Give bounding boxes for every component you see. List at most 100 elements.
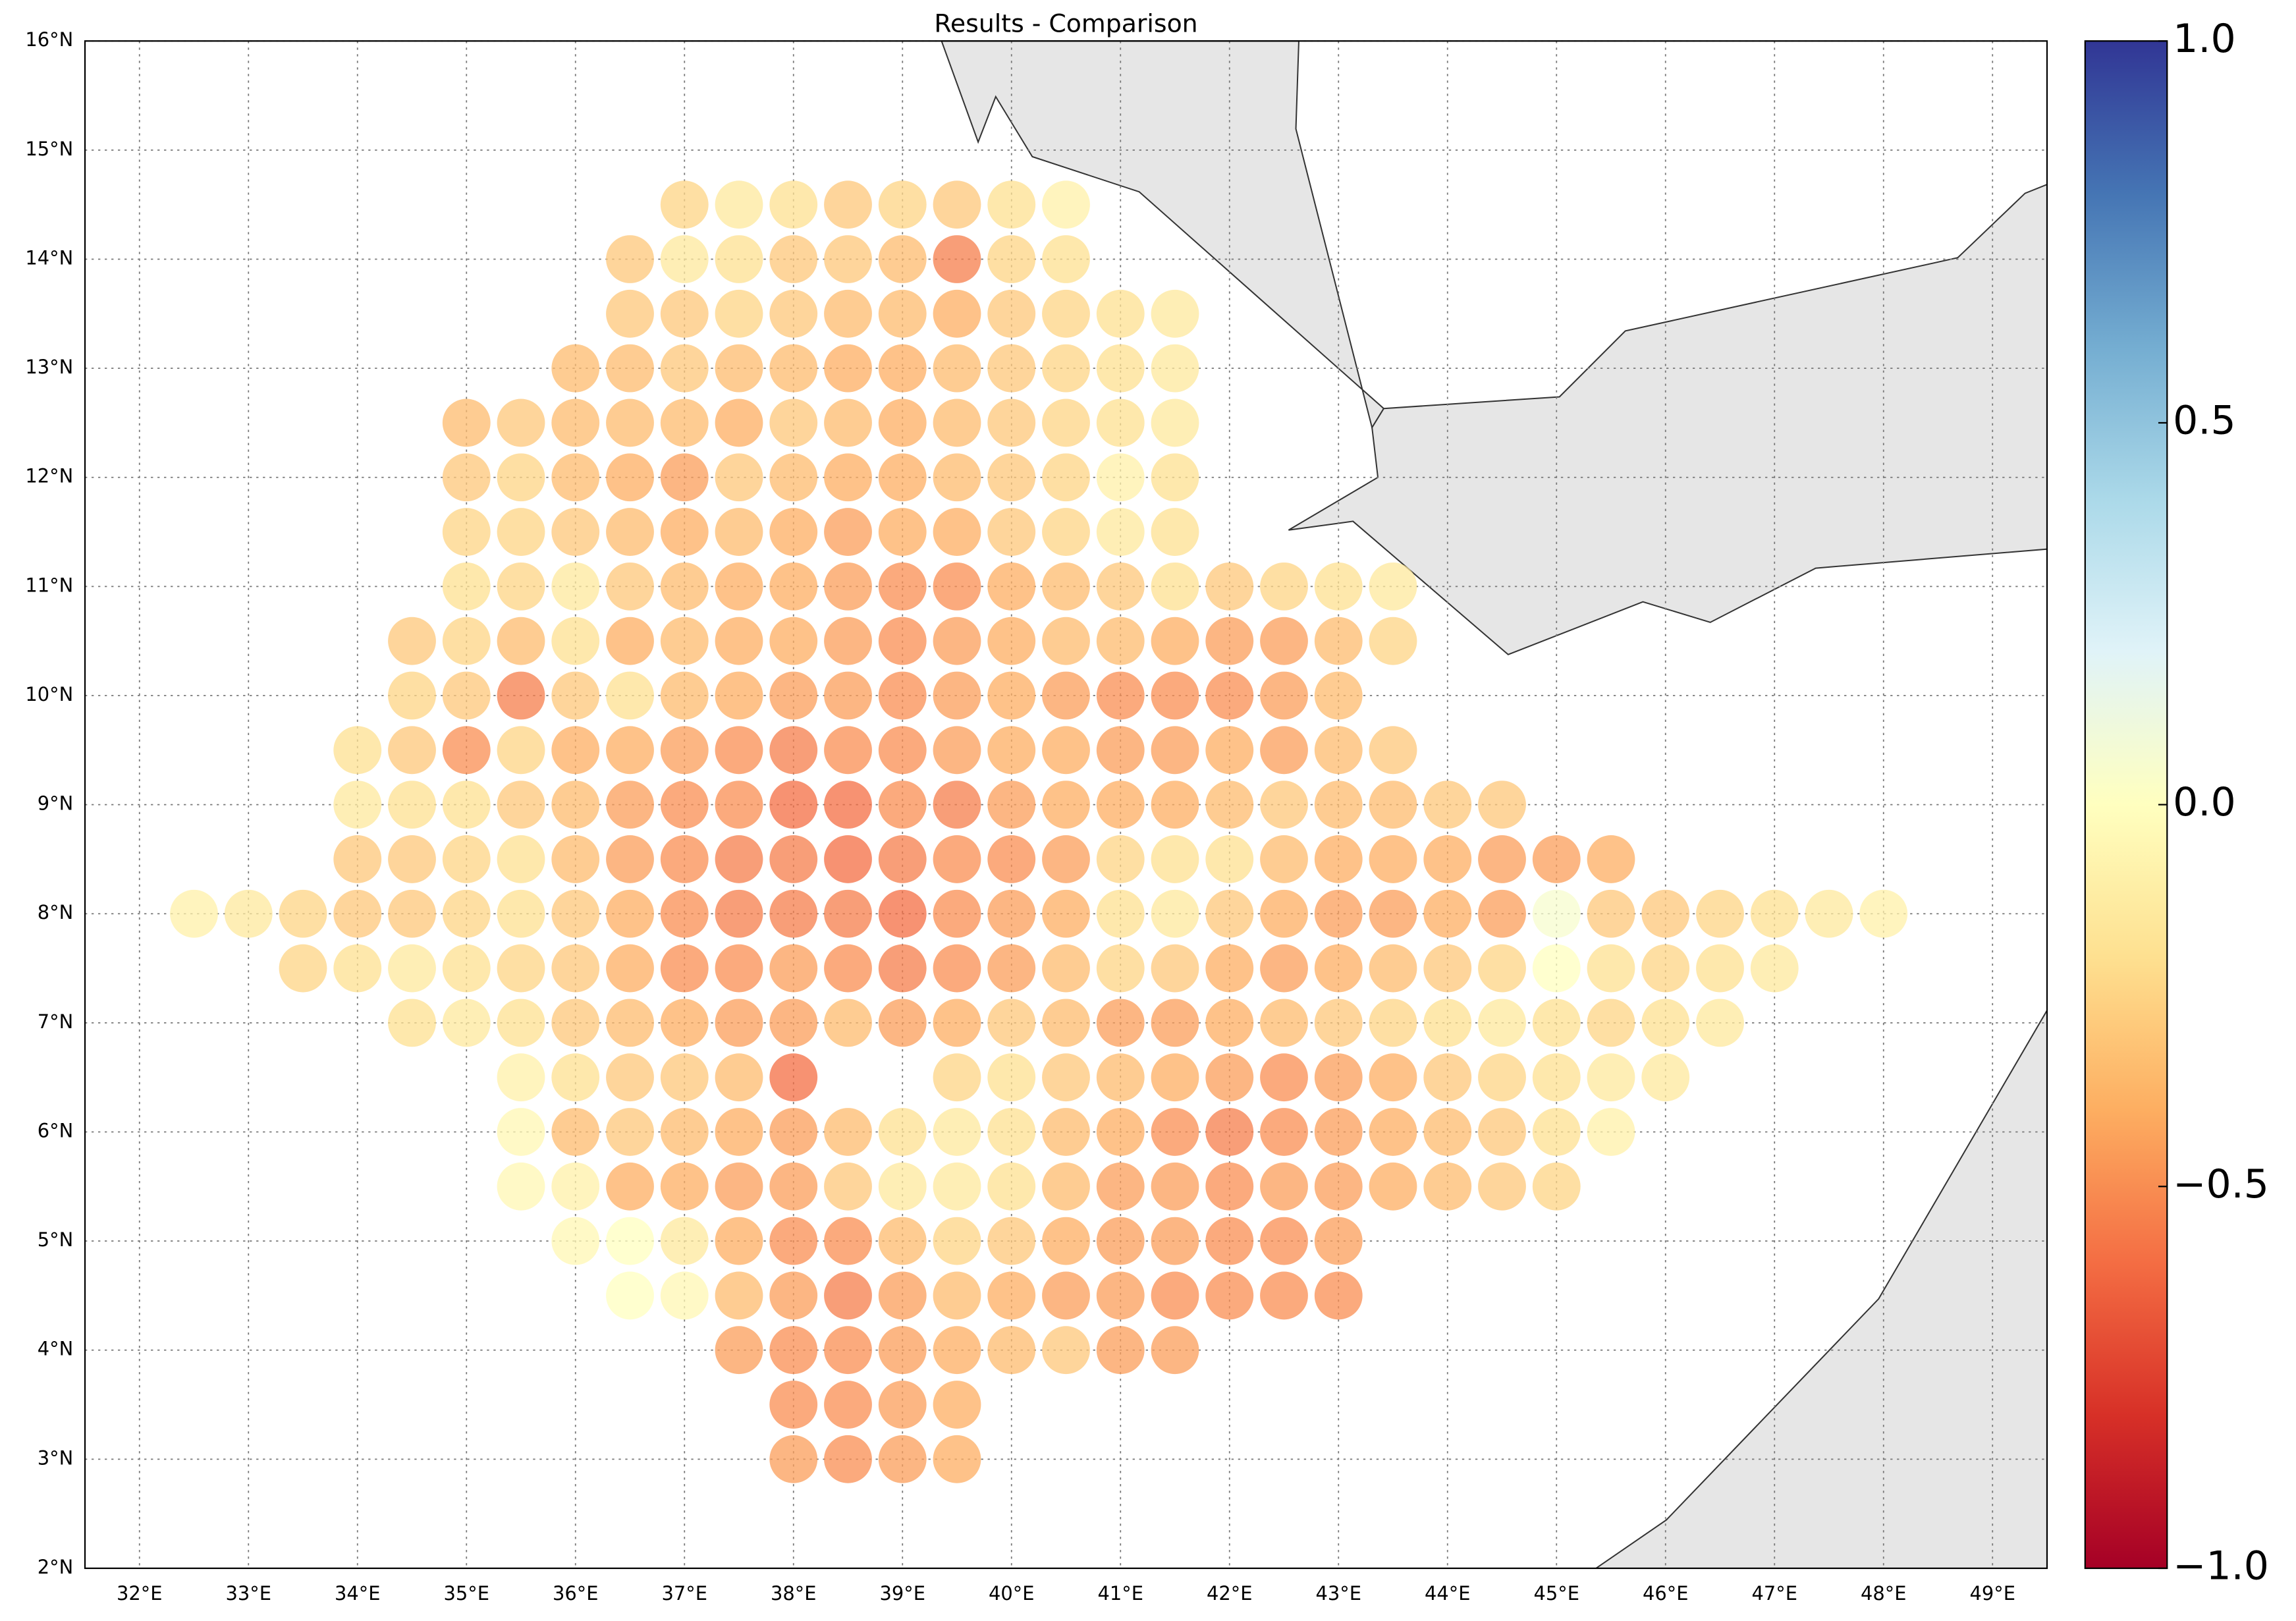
point [1641, 944, 1690, 993]
point [769, 726, 818, 775]
point [170, 889, 218, 938]
point [824, 398, 872, 447]
point [1042, 671, 1090, 720]
point [1151, 289, 1199, 338]
point [660, 1108, 709, 1156]
point [824, 180, 872, 229]
point [1369, 1108, 1417, 1156]
point [1042, 180, 1090, 229]
point [1042, 726, 1090, 775]
point [878, 398, 927, 447]
point [933, 1435, 981, 1483]
point [824, 671, 872, 720]
point [769, 671, 818, 720]
x-tick-label: 35°E [444, 1582, 489, 1605]
point [933, 781, 981, 829]
point [551, 1217, 600, 1265]
point [769, 235, 818, 283]
x-tick-label: 34°E [335, 1582, 380, 1605]
point [1260, 889, 1308, 938]
point [878, 508, 927, 556]
point [1205, 1162, 1254, 1211]
point [442, 781, 491, 829]
point [606, 453, 654, 502]
point [333, 726, 382, 775]
point [388, 944, 436, 993]
point [933, 453, 981, 502]
point [1151, 1217, 1199, 1265]
point [1587, 1108, 1635, 1156]
point [769, 889, 818, 938]
point [715, 235, 763, 283]
point [1151, 1162, 1199, 1211]
point [497, 1053, 545, 1102]
point [1151, 835, 1199, 883]
point [1587, 1053, 1635, 1102]
point [824, 1381, 872, 1429]
point [769, 1435, 818, 1483]
point [824, 453, 872, 502]
point [933, 889, 981, 938]
point [1096, 1108, 1145, 1156]
point [933, 944, 981, 993]
x-tick-label: 42°E [1207, 1582, 1252, 1605]
point [1369, 944, 1417, 993]
point [606, 999, 654, 1047]
point [1696, 999, 1744, 1047]
point [824, 508, 872, 556]
point [769, 1053, 818, 1102]
point [878, 1326, 927, 1375]
x-tick-label: 36°E [553, 1582, 598, 1605]
point [606, 235, 654, 283]
point [606, 1217, 654, 1265]
point [1260, 1053, 1308, 1102]
point [987, 398, 1036, 447]
point [1478, 1108, 1526, 1156]
point [606, 562, 654, 611]
point [987, 1271, 1036, 1320]
point [388, 617, 436, 665]
point [933, 235, 981, 283]
point [497, 835, 545, 883]
point [660, 889, 709, 938]
point [1151, 671, 1199, 720]
point [388, 781, 436, 829]
point [497, 999, 545, 1047]
point [824, 726, 872, 775]
point [606, 1053, 654, 1102]
point [769, 835, 818, 883]
point [1096, 617, 1145, 665]
point [497, 726, 545, 775]
x-tick-label: 40°E [989, 1582, 1034, 1605]
point [987, 508, 1036, 556]
point [987, 671, 1036, 720]
point [1314, 1162, 1363, 1211]
point [769, 1381, 818, 1429]
y-tick-label: 12°N [25, 465, 73, 487]
point [1205, 781, 1254, 829]
point [769, 944, 818, 993]
point [1314, 1108, 1363, 1156]
point [497, 508, 545, 556]
point [660, 999, 709, 1047]
point [224, 889, 273, 938]
point [660, 781, 709, 829]
point [1750, 944, 1799, 993]
point [1314, 781, 1363, 829]
y-tick-label: 16°N [25, 28, 73, 51]
x-tick-label: 44°E [1425, 1582, 1470, 1605]
point [1260, 1162, 1308, 1211]
point [933, 1217, 981, 1265]
point [1641, 889, 1690, 938]
point [1096, 344, 1145, 393]
point [987, 1326, 1036, 1375]
point [715, 944, 763, 993]
point [715, 1108, 763, 1156]
point [1042, 1108, 1090, 1156]
point [551, 1053, 600, 1102]
point [1314, 1271, 1363, 1320]
point [660, 1217, 709, 1265]
point [715, 999, 763, 1047]
point [824, 999, 872, 1047]
